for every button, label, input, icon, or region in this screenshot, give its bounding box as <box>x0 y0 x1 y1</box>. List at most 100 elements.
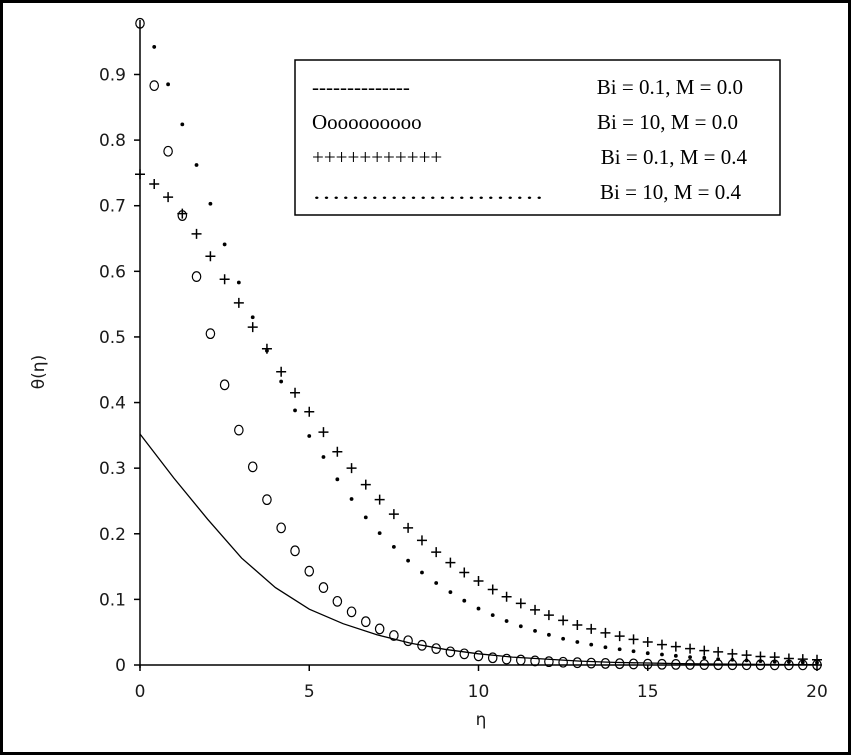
data-point <box>603 645 608 650</box>
data-point <box>685 659 695 670</box>
data-point <box>572 619 583 630</box>
data-point <box>416 535 427 546</box>
y-tick-label: 0.8 <box>99 131 126 151</box>
data-point <box>445 557 456 568</box>
data-point <box>377 531 382 536</box>
data-point <box>152 45 157 49</box>
data-point <box>318 582 329 593</box>
data-point <box>149 179 160 190</box>
data-point <box>417 639 427 651</box>
data-point <box>473 650 484 662</box>
data-point <box>631 649 636 654</box>
data-point <box>543 610 554 621</box>
x-tick-label: 0 <box>135 682 146 702</box>
data-point <box>656 639 667 650</box>
data-point <box>321 455 326 459</box>
y-tick-label: 0.4 <box>99 394 126 414</box>
data-point <box>247 322 258 333</box>
x-tick-label: 5 <box>304 682 315 702</box>
data-point <box>459 648 470 660</box>
series-line <box>139 433 818 666</box>
data-point <box>360 479 371 490</box>
data-point <box>730 657 735 662</box>
data-point <box>163 192 174 203</box>
data-point <box>572 657 583 669</box>
data-point <box>628 658 639 670</box>
data-point <box>476 606 481 611</box>
data-point <box>219 274 230 285</box>
data-point <box>702 655 707 660</box>
legend-box <box>294 59 781 216</box>
data-point <box>600 658 611 669</box>
data-point <box>208 201 213 206</box>
data-point <box>487 652 498 664</box>
y-tick-label: 0 <box>115 656 126 676</box>
data-point <box>265 348 269 353</box>
legend-label: Bi = 0.1, M = 0.4 <box>601 145 748 169</box>
data-point <box>191 228 202 239</box>
data-point <box>727 648 738 659</box>
data-point <box>191 271 202 282</box>
data-point <box>586 657 597 669</box>
data-point <box>431 547 442 558</box>
data-point <box>194 163 199 167</box>
data-point <box>219 379 230 391</box>
data-point <box>713 646 724 657</box>
data-point <box>547 632 551 637</box>
data-point <box>614 631 625 642</box>
data-point <box>431 643 441 654</box>
data-point <box>290 387 301 398</box>
data-point <box>673 653 678 658</box>
data-point <box>744 658 749 663</box>
data-point <box>205 251 216 262</box>
data-point <box>530 655 540 667</box>
y-tick-label: 0.1 <box>99 590 126 610</box>
data-point <box>600 627 611 638</box>
data-point <box>515 598 526 609</box>
data-point <box>504 619 509 623</box>
data-point <box>758 659 763 663</box>
data-point <box>388 509 399 520</box>
data-point <box>741 650 752 661</box>
data-point <box>462 598 467 603</box>
series-solid <box>139 433 818 666</box>
series-circle <box>135 17 822 671</box>
legend-marker-text: +++++++++++ <box>312 145 442 169</box>
data-point <box>459 567 470 578</box>
data-point <box>473 576 484 587</box>
data-point <box>614 658 625 670</box>
series-plus <box>135 169 822 665</box>
data-point <box>346 463 357 474</box>
data-point <box>247 461 258 473</box>
data-point <box>699 659 710 670</box>
ticks: 0 5 10 15 20 0 0.1 0.2 0.3 0.4 0.5 0.6 0.7 0.8 0.9 <box>99 65 828 702</box>
data-point <box>332 595 343 607</box>
data-point <box>360 616 371 628</box>
y-tick-label: 0.9 <box>99 65 126 85</box>
legend-marker-text: …………………… <box>312 180 544 204</box>
data-point <box>180 122 185 127</box>
legend-label: Bi = 0.1, M = 0.0 <box>597 75 743 99</box>
data-point <box>304 406 315 417</box>
data-point <box>374 623 385 635</box>
legend-label: Bi = 10, M = 0.4 <box>600 180 741 204</box>
data-point <box>163 145 173 157</box>
data-point <box>304 565 315 577</box>
x-axis-label: η <box>476 710 487 730</box>
data-point <box>166 82 170 87</box>
data-point <box>575 640 580 644</box>
data-point <box>589 642 594 647</box>
data-point <box>617 647 622 652</box>
data-point <box>642 637 653 648</box>
data-point <box>558 615 569 626</box>
data-point <box>685 643 696 654</box>
data-point <box>645 651 650 656</box>
data-point <box>293 408 297 413</box>
data-point <box>516 654 526 666</box>
data-point <box>233 297 244 308</box>
data-point <box>307 434 312 438</box>
x-tick-label: 15 <box>637 682 659 702</box>
series-layer <box>135 17 822 671</box>
y-tick-label: 0.3 <box>99 459 126 479</box>
data-point <box>363 515 368 520</box>
